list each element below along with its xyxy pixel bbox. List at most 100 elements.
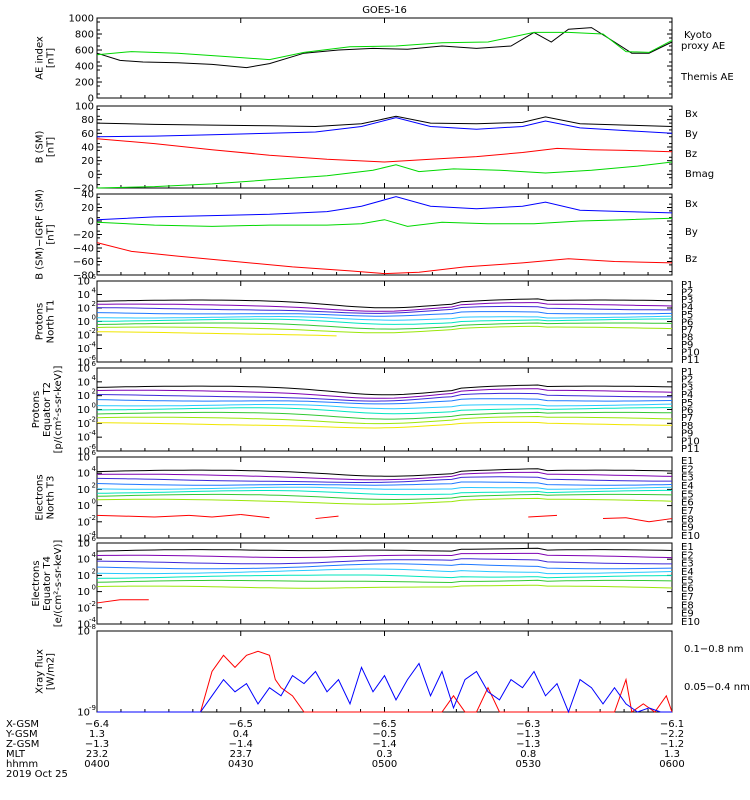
y-tick-label: 10	[77, 603, 90, 614]
y-axis-label: [nT]	[46, 224, 57, 244]
legend-entry: E5	[681, 575, 694, 586]
channel-line	[96, 298, 673, 309]
legend-entry: E4	[681, 567, 694, 578]
x-axis-row-label: hhmm	[6, 759, 38, 770]
y-tick-exponent: 4	[92, 465, 97, 473]
x-axis-value: 1.3	[89, 729, 105, 740]
series-line	[96, 161, 673, 189]
y-tick-label: 10	[77, 405, 90, 416]
legend-entry: P3	[681, 295, 693, 306]
x-axis-row-label: 2019 Oct 25	[6, 769, 68, 780]
y-tick-exponent: -2	[89, 415, 96, 423]
y-axis-label: [e/(cm²-s-sr-keV)]	[53, 540, 64, 628]
x-axis-value: −1.4	[372, 739, 396, 750]
y-tick-label: 1000	[69, 14, 94, 25]
legend-entry: P5	[681, 398, 693, 409]
x-axis-row-label: Y-GSM	[5, 729, 38, 740]
channel-line	[97, 331, 337, 337]
legend-entry: E3	[681, 559, 694, 570]
channel-line	[96, 563, 673, 570]
legend-entry: Themis AE	[680, 72, 734, 83]
channel-segment	[648, 518, 673, 523]
y-axis-label: [nT]	[46, 48, 57, 68]
x-axis-row-label: MLT	[6, 749, 26, 760]
y-tick-exponent: 4	[92, 374, 97, 382]
channel-line	[96, 584, 673, 589]
channel-line	[96, 384, 673, 396]
x-axis-value: −6.5	[372, 719, 396, 730]
y-tick-exponent: -9	[89, 704, 96, 712]
legend-entry: E6	[681, 498, 694, 509]
series-line	[96, 117, 673, 138]
y-tick-exponent: -2	[89, 327, 96, 335]
x-axis-value: 0.4	[233, 729, 249, 740]
y-tick-label: 10	[77, 304, 90, 315]
y-tick-label: 10	[77, 469, 90, 480]
legend-entry: E5	[681, 489, 694, 500]
y-tick-exponent: -2	[89, 600, 96, 608]
legend-entry: E1	[681, 456, 694, 467]
x-axis-value: −0.5	[372, 729, 396, 740]
x-axis-value: 0.8	[520, 749, 536, 760]
y-tick-label: 20	[81, 156, 94, 167]
y-tick-label: 10	[77, 517, 90, 528]
channel-line	[96, 552, 673, 559]
y-tick-label: 10	[77, 453, 90, 464]
legend-entry: proxy AE	[681, 41, 725, 52]
y-tick-exponent: -4	[89, 429, 97, 437]
y-tick-label: 10	[77, 627, 90, 638]
y-tick-label: 10	[77, 290, 90, 301]
x-axis-value: 0.3	[377, 749, 393, 760]
channel-line	[96, 322, 673, 330]
channel-segment	[625, 517, 650, 523]
series-line	[96, 196, 673, 221]
y-tick-exponent: 4	[92, 287, 97, 295]
y-axis-label: [p/(cm²-s-sr-keV)]	[53, 366, 64, 454]
x-axis-value: 0530	[516, 759, 541, 770]
channel-line	[97, 489, 672, 496]
x-axis-value: −1.3	[516, 729, 540, 740]
legend-entry: P2	[681, 288, 693, 299]
y-tick-exponent: -2	[89, 514, 96, 522]
series-line	[96, 27, 673, 69]
y-axis-label: Equator T4	[42, 556, 53, 611]
x-axis-value: −6.5	[229, 719, 253, 730]
y-tick-label: 10	[77, 364, 90, 375]
y-tick-label: 40	[81, 190, 94, 201]
y-tick-label: 10	[77, 277, 90, 288]
y-tick-exponent: -6	[89, 354, 97, 362]
y-tick-label: 10	[77, 447, 90, 458]
legend-entry: By	[685, 129, 698, 140]
y-tick-label: 10	[77, 317, 90, 328]
legend-entry: Bz	[685, 254, 697, 265]
x-axis-value: −6.1	[660, 719, 684, 730]
series-line	[96, 115, 673, 128]
y-tick-label: 400	[75, 62, 94, 73]
y-tick-label: 0	[88, 94, 94, 105]
y-tick-label: −40	[73, 244, 94, 255]
x-axis-value: −1.3	[85, 739, 109, 750]
legend-entry: P7	[681, 325, 693, 336]
channel-line	[96, 411, 673, 420]
channel-line	[96, 403, 673, 410]
legend-entry: P5	[681, 310, 693, 321]
legend-entry: P4	[681, 303, 693, 314]
y-axis-label: AE index	[35, 36, 46, 80]
y-tick-label: −60	[73, 257, 94, 268]
legend-entry: 0.1−0.8 nm	[684, 644, 743, 655]
x-axis-value: 23.2	[86, 749, 108, 760]
channel-line	[96, 493, 673, 501]
legend-entry: E10	[681, 617, 700, 628]
y-tick-label: 100	[75, 102, 94, 113]
legend-entry: Bx	[685, 199, 698, 210]
x-axis-value: 0600	[659, 759, 684, 770]
series-line	[96, 31, 673, 61]
channel-line	[96, 497, 673, 505]
y-axis-label: Electrons	[31, 560, 42, 606]
x-axis-value: 1.3	[664, 749, 680, 760]
channel-segment	[188, 514, 213, 518]
legend-entry: E2	[681, 464, 694, 475]
y-tick-exponent: -8	[89, 623, 96, 631]
